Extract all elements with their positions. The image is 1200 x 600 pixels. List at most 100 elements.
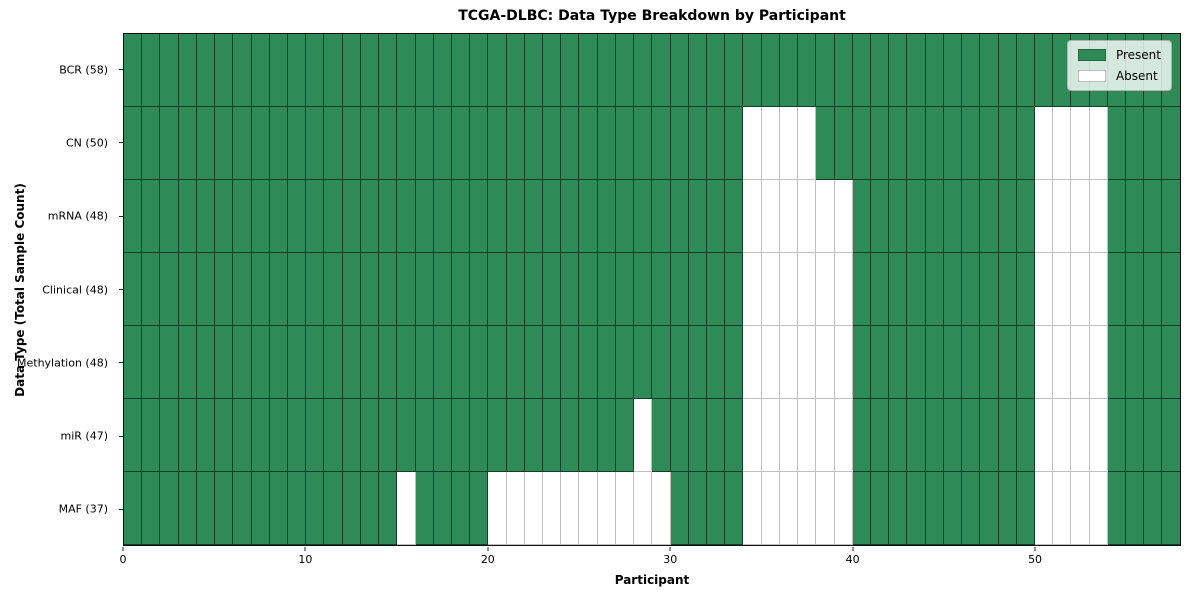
heatmap-cell bbox=[142, 253, 161, 326]
heatmap-cell bbox=[1089, 399, 1108, 472]
heatmap-cell bbox=[561, 472, 580, 545]
heatmap-cell bbox=[870, 34, 890, 107]
heatmap-cell bbox=[725, 34, 744, 107]
heatmap-cell bbox=[360, 253, 380, 326]
legend: Present Absent bbox=[1066, 40, 1172, 91]
heatmap-cell bbox=[160, 180, 179, 253]
heatmap-cell bbox=[178, 399, 197, 472]
heatmap-cell bbox=[634, 34, 653, 107]
heatmap-cell bbox=[342, 34, 361, 107]
heatmap-cell bbox=[1034, 107, 1054, 180]
heatmap-cell bbox=[451, 180, 471, 253]
heatmap-cell bbox=[1162, 326, 1180, 399]
heatmap-cell bbox=[943, 34, 963, 107]
heatmap-cell bbox=[1053, 326, 1072, 399]
y-tick-label: CN (50) bbox=[66, 136, 108, 150]
heatmap-cell bbox=[579, 472, 598, 545]
heatmap-cell bbox=[943, 253, 963, 326]
heatmap-cell bbox=[652, 326, 671, 399]
heatmap-cell bbox=[652, 472, 671, 545]
legend-item: Present bbox=[1077, 48, 1161, 62]
heatmap-cell bbox=[579, 399, 598, 472]
heatmap-cell bbox=[451, 34, 471, 107]
heatmap-cell bbox=[852, 180, 871, 253]
heatmap-cell bbox=[251, 107, 270, 180]
heatmap-cell bbox=[743, 472, 762, 545]
y-tick-label: Clinical (48) bbox=[42, 283, 108, 296]
heatmap-cell bbox=[834, 472, 853, 545]
heatmap-cell bbox=[360, 34, 380, 107]
heatmap-cell bbox=[215, 399, 234, 472]
heatmap-cell bbox=[269, 472, 288, 545]
heatmap-cell bbox=[688, 472, 707, 545]
heatmap-cell bbox=[324, 472, 343, 545]
heatmap-cell bbox=[980, 399, 999, 472]
heatmap-cell bbox=[1071, 399, 1090, 472]
heatmap-cell bbox=[160, 253, 179, 326]
heatmap-cell bbox=[1016, 472, 1035, 545]
heatmap-cell bbox=[798, 472, 817, 545]
heatmap-cell bbox=[1034, 399, 1054, 472]
heatmap-cell bbox=[488, 34, 507, 107]
x-axis-label: Participant bbox=[614, 573, 690, 587]
heatmap-cell bbox=[251, 180, 270, 253]
heatmap-cell bbox=[124, 326, 143, 399]
heatmap-cell bbox=[816, 472, 835, 545]
heatmap-cell bbox=[287, 253, 307, 326]
heatmap-cell bbox=[1034, 180, 1054, 253]
heatmap-cell bbox=[870, 253, 890, 326]
heatmap-cell bbox=[688, 34, 707, 107]
heatmap-cell bbox=[743, 399, 762, 472]
heatmap-cell bbox=[287, 326, 307, 399]
heatmap-cell bbox=[597, 180, 616, 253]
heatmap-cell bbox=[415, 34, 434, 107]
heatmap-cell bbox=[798, 326, 817, 399]
heatmap-cell bbox=[470, 472, 489, 545]
heatmap-cell bbox=[215, 472, 234, 545]
heatmap-cell bbox=[725, 253, 744, 326]
heatmap-cell bbox=[907, 472, 926, 545]
x-tick-label: 40 bbox=[845, 553, 860, 566]
heatmap-cell bbox=[1034, 472, 1054, 545]
heatmap-cell bbox=[543, 253, 562, 326]
x-tick-mark bbox=[852, 547, 854, 551]
heatmap-cell bbox=[707, 34, 726, 107]
heatmap-cell bbox=[543, 472, 562, 545]
heatmap-cell bbox=[852, 472, 871, 545]
heatmap-cell bbox=[943, 472, 963, 545]
heatmap-cell bbox=[488, 180, 507, 253]
heatmap-cell bbox=[597, 399, 616, 472]
heatmap-cell bbox=[287, 34, 307, 107]
heatmap-cell bbox=[870, 180, 890, 253]
heatmap-cell bbox=[834, 180, 853, 253]
heatmap-row-bcr bbox=[124, 34, 1180, 107]
heatmap-cell bbox=[1016, 180, 1035, 253]
heatmap-cell bbox=[998, 253, 1017, 326]
heatmap-cell bbox=[233, 180, 252, 253]
heatmap-cell bbox=[670, 399, 689, 472]
heatmap-cell bbox=[652, 107, 671, 180]
heatmap-cell bbox=[688, 107, 707, 180]
heatmap-cell bbox=[962, 472, 981, 545]
heatmap-cell bbox=[1089, 326, 1108, 399]
heatmap-cell bbox=[287, 180, 307, 253]
heatmap-cell bbox=[816, 399, 835, 472]
heatmap-cell bbox=[943, 326, 963, 399]
heatmap-cell bbox=[506, 107, 525, 180]
heatmap-cell bbox=[524, 326, 544, 399]
heatmap-cell bbox=[688, 399, 707, 472]
heatmap-cell bbox=[360, 107, 380, 180]
heatmap-cell bbox=[798, 399, 817, 472]
heatmap-cell bbox=[397, 472, 416, 545]
heatmap-cell bbox=[579, 253, 598, 326]
heatmap-cell bbox=[980, 326, 999, 399]
heatmap-cell bbox=[451, 253, 471, 326]
heatmap-cell bbox=[360, 472, 380, 545]
heatmap-cell bbox=[852, 399, 871, 472]
heatmap-cell bbox=[962, 107, 981, 180]
heatmap-cell bbox=[269, 107, 288, 180]
x-axis-tick-labels: 0 10 20 30 40 50 bbox=[119, 546, 1181, 572]
heatmap-cell bbox=[1053, 399, 1072, 472]
heatmap-cell bbox=[142, 399, 161, 472]
x-tick-label: 0 bbox=[119, 553, 127, 566]
